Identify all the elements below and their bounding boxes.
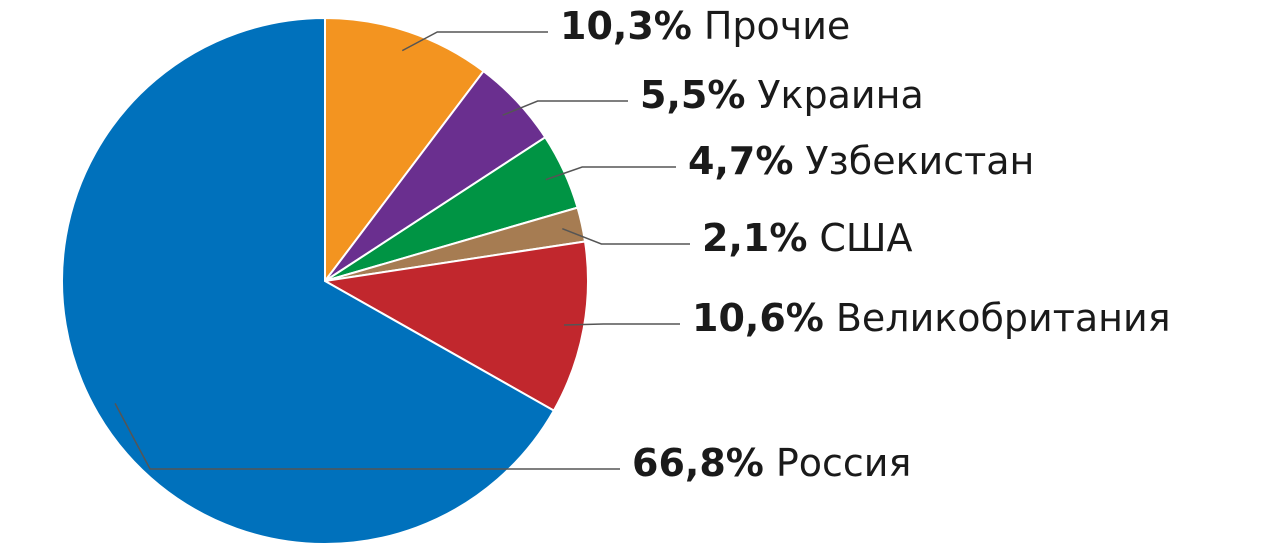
category-label: Узбекистан	[805, 139, 1034, 183]
leader-line	[545, 166, 676, 181]
leader-line	[502, 100, 628, 116]
slice-label: 10,3% Прочие	[560, 4, 850, 48]
category-label: Великобритания	[836, 296, 1171, 340]
pie-slice	[321, 240, 589, 412]
slice-label: 66,8% Россия	[632, 441, 911, 485]
value-label: 10,6%	[692, 296, 824, 340]
value-label: 5,5%	[640, 73, 745, 117]
slice-label: 4,7% Узбекистан	[688, 139, 1034, 183]
value-label: 10,3%	[560, 4, 692, 48]
pie-slice	[324, 16, 485, 284]
category-label: Прочие	[704, 4, 850, 48]
leader-line	[114, 403, 620, 470]
leader-line	[401, 31, 548, 52]
category-label: Украина	[757, 73, 923, 117]
category-label: Россия	[776, 441, 912, 485]
pie-slice	[61, 16, 556, 545]
value-label: 66,8%	[632, 441, 764, 485]
leader-line	[563, 323, 680, 326]
slice-label: 10,6% Великобритания	[692, 296, 1171, 340]
slice-label: 5,5% Украина	[640, 73, 924, 117]
leader-line	[562, 228, 690, 245]
value-label: 2,1%	[702, 216, 807, 260]
slice-label: 2,1% США	[702, 216, 913, 260]
value-label: 4,7%	[688, 139, 793, 183]
category-label: США	[819, 216, 912, 260]
